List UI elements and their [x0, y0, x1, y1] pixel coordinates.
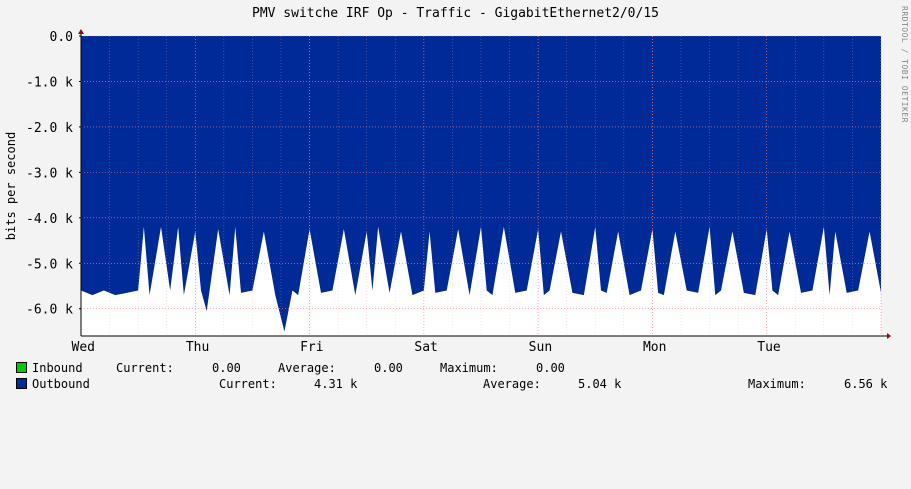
y-tick-label: -5.0 k: [26, 257, 73, 272]
y-tick-label: 0.0: [50, 30, 73, 45]
x-tick-label: Tue: [757, 340, 781, 355]
y-tick-label: -4.0 k: [26, 212, 73, 227]
x-tick-label: Sat: [414, 340, 437, 355]
inbound-swatch: [16, 362, 27, 373]
inbound-maximum-label: Maximum:: [440, 361, 498, 375]
chart-title: PMV switche IRF Op - Traffic - GigabitEt…: [252, 6, 659, 21]
outbound-maximum-label: Maximum:: [748, 377, 806, 391]
x-tick-label: Thu: [186, 340, 209, 355]
y-axis-arrow: [78, 29, 84, 34]
legend-outbound: Outbound Current: 4.31 k Average: 5.04 k…: [16, 377, 887, 489]
x-tick-label: Sun: [529, 340, 552, 355]
x-tick-label: Wed: [72, 340, 95, 355]
y-tick-label: -6.0 k: [26, 303, 73, 318]
x-tick-label: Fri: [300, 340, 323, 355]
y-tick-label: -1.0 k: [26, 75, 73, 90]
inbound-current-label: Current:: [116, 361, 174, 375]
outbound-swatch: [16, 378, 27, 389]
outbound-average: 5.04 k: [578, 377, 622, 391]
inbound-maximum: 0.00: [536, 361, 565, 375]
x-tick-label: Mon: [643, 340, 666, 355]
x-axis-arrow: [887, 333, 891, 339]
y-tick-label: -2.0 k: [26, 121, 73, 136]
outbound-average-label: Average:: [483, 377, 541, 391]
rrdtool-watermark: RRDTOOL / TOBI OETIKER: [900, 6, 909, 123]
inbound-label: Inbound: [32, 361, 83, 375]
inbound-average-label: Average:: [278, 361, 336, 375]
outbound-current: 4.31 k: [314, 377, 358, 391]
outbound-label: Outbound: [32, 377, 90, 391]
outbound-current-label: Current:: [219, 377, 277, 391]
legend-inbound: Inbound Current: 0.00 Average: 0.00 Maxi…: [16, 361, 565, 473]
inbound-current: 0.00: [212, 361, 241, 375]
inbound-average: 0.00: [374, 361, 403, 375]
traffic-chart: 0.0 -1.0 k -2.0 k -3.0 k -4.0 k -5.0 k -6.0 k W…: [26, 29, 891, 355]
outbound-maximum: 6.56 k: [844, 377, 888, 391]
y-tick-label: -3.0 k: [26, 166, 73, 181]
